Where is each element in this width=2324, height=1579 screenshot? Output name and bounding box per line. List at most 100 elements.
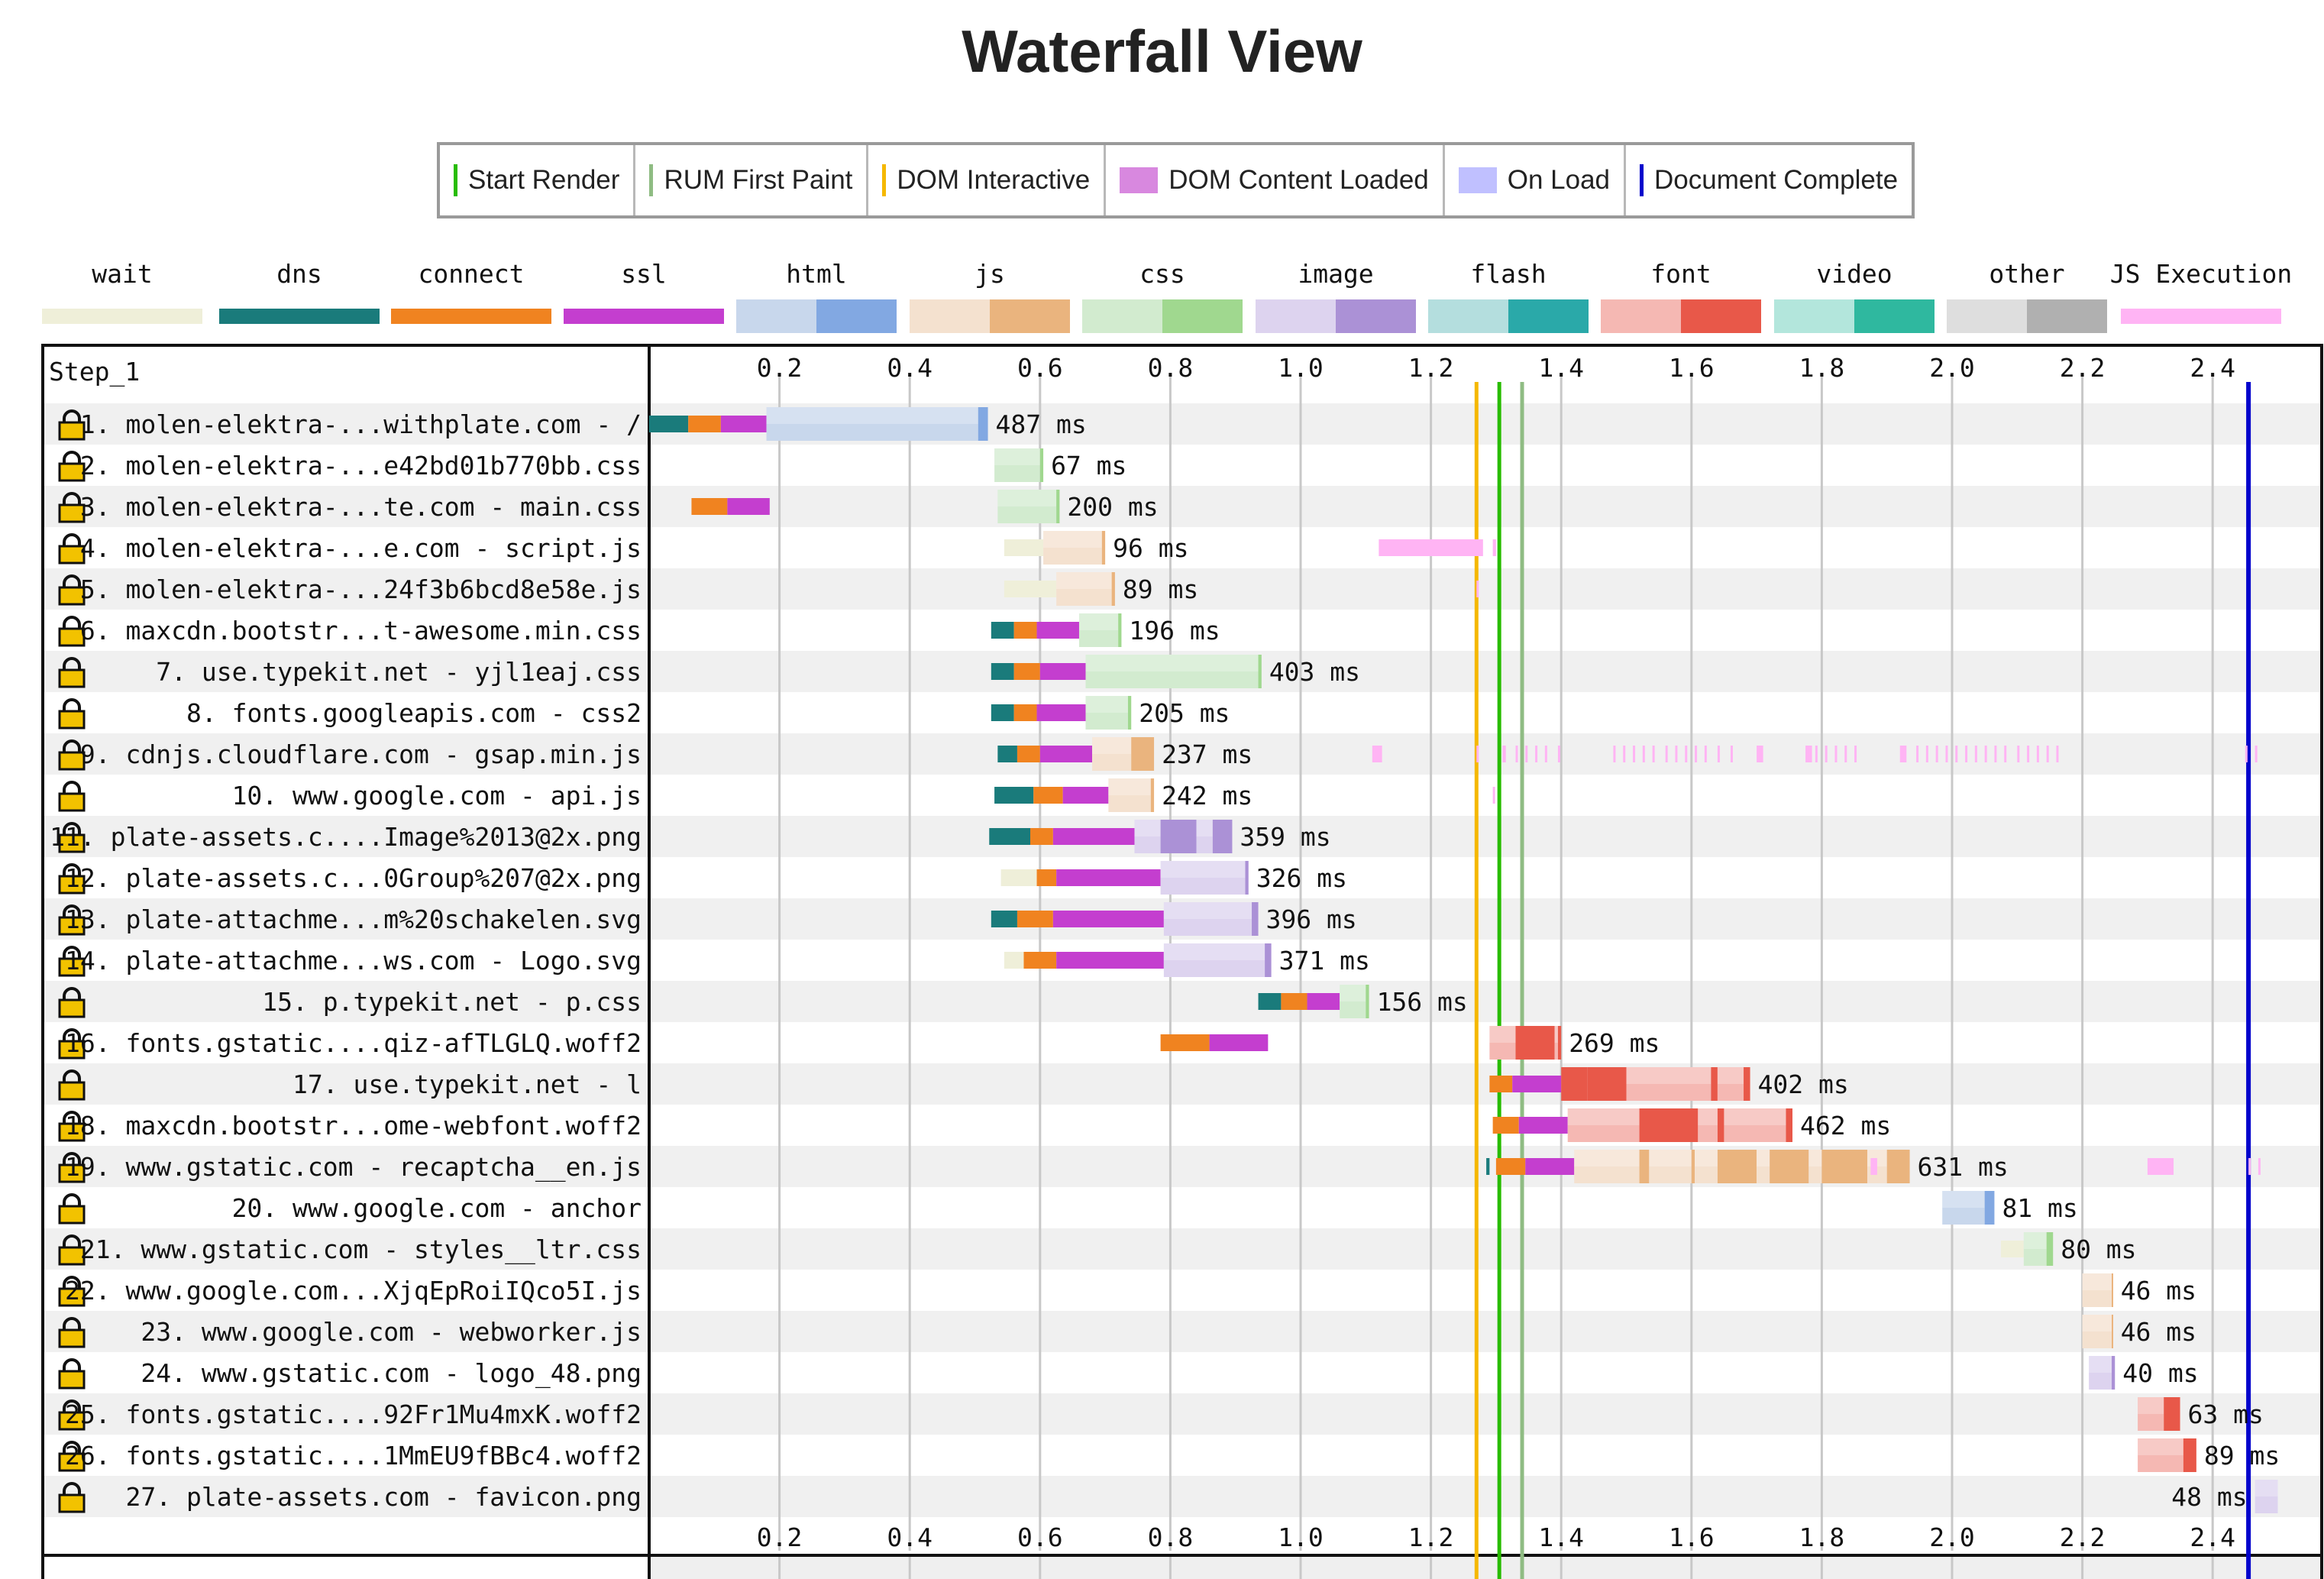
js-execution-mark — [1642, 746, 1645, 762]
type-legend-swatch — [1681, 299, 1761, 333]
bar-segment-ssl — [720, 416, 767, 432]
js-execution-mark — [2017, 746, 2020, 762]
legend-label: RUM First Paint — [664, 165, 853, 195]
bar-segment-connect — [1033, 787, 1063, 804]
bar-segment-dark — [1984, 1191, 1995, 1225]
bar-segment-connect — [1013, 704, 1037, 721]
legend-item-start-render: Start Render — [440, 145, 636, 215]
legend-swatch — [882, 164, 887, 196]
lock-icon — [63, 409, 81, 423]
type-legend-swatch — [910, 299, 990, 333]
bar-shine — [1698, 1108, 1718, 1125]
js-execution-mark — [2046, 746, 2049, 762]
js-execution-mark — [2255, 746, 2258, 762]
row-stripe — [43, 486, 2322, 527]
type-legend-label: html — [786, 259, 846, 289]
bar-segment-dark — [2111, 1273, 2113, 1307]
js-execution-mark — [1899, 746, 1907, 762]
request-label: 12. plate-assets.c...0Group%207@2x.png — [65, 863, 642, 893]
bar-shine — [1043, 531, 1102, 548]
bar-shine — [1078, 613, 1119, 630]
js-execution-mark — [1535, 746, 1538, 762]
lock-icon — [63, 1028, 81, 1042]
type-legend-swatch — [1256, 299, 1336, 333]
bar-segment-connect — [1495, 1158, 1526, 1175]
request-label: 13. plate-attachme...m%20schakelen.svg — [65, 904, 642, 934]
row-stripe — [43, 1063, 2322, 1105]
axis-tick-bottom: 1.8 — [1799, 1522, 1845, 1552]
request-duration: 81 ms — [2002, 1193, 2077, 1223]
type-legend-swatch — [42, 309, 202, 324]
request-duration: 200 ms — [1067, 492, 1158, 522]
js-execution-mark — [1825, 746, 1828, 762]
bar-shine — [1695, 1150, 1718, 1166]
bar-segment-ssl — [1052, 828, 1135, 845]
type-legend-swatch — [990, 299, 1070, 333]
bar-segment-ssl — [1036, 704, 1086, 721]
bar-segment-dark — [1039, 448, 1044, 482]
bar-shine — [2082, 1315, 2112, 1331]
request-label: 22. www.google.com...XjqEpRoiIQco5I.js — [65, 1276, 642, 1306]
bar-shine — [1757, 1150, 1770, 1166]
bar-segment-light — [1160, 861, 1246, 895]
bar-segment-dark — [1056, 490, 1060, 523]
bar-segment-light — [2138, 1397, 2164, 1431]
bar-shine — [1626, 1067, 1711, 1084]
bar-segment-dark — [1886, 1150, 1910, 1183]
lock-icon — [63, 657, 81, 671]
bar-segment-light — [2089, 1356, 2112, 1390]
lock-icon-body — [58, 1328, 86, 1348]
row-stripe — [43, 1393, 2322, 1435]
bar-segment-ssl — [1062, 787, 1109, 804]
legend-swatch — [1640, 164, 1644, 196]
bar-segment-dark — [1744, 1067, 1750, 1101]
legend-swatch — [1120, 167, 1159, 193]
lock-icon — [63, 1193, 81, 1207]
type-legend-label: ssl — [621, 259, 667, 289]
bar-segment-dns — [994, 787, 1034, 804]
js-execution-mark — [2056, 746, 2059, 762]
lock-icon — [63, 616, 81, 629]
request-label: 15. p.typekit.net - p.css — [262, 987, 642, 1017]
js-execution-mark — [1652, 746, 1655, 762]
bar-segment-dns — [991, 704, 1014, 721]
request-label: 24. www.gstatic.com - logo_48.png — [141, 1358, 642, 1389]
request-duration: 89 ms — [2204, 1441, 2280, 1471]
type-legend-swatch — [2027, 299, 2107, 333]
lock-icon-body — [58, 1411, 86, 1431]
legend-swatch — [649, 164, 654, 196]
js-execution-mark — [1476, 581, 1479, 597]
js-execution-mark — [1870, 1158, 1877, 1175]
bar-segment-light — [1108, 778, 1151, 812]
bar-segment-dns — [1486, 1158, 1490, 1175]
bar-segment-ssl — [1056, 869, 1161, 886]
legend-item-rum-first-paint: RUM First Paint — [635, 145, 869, 215]
request-duration: 462 ms — [1800, 1111, 1891, 1141]
bar-segment-connect — [1489, 1076, 1513, 1092]
request-label: 19. www.gstatic.com - recaptcha__en.js — [65, 1152, 642, 1183]
lock-icon — [63, 574, 81, 588]
request-duration: 371 ms — [1279, 946, 1370, 976]
bar-segment-dns — [989, 828, 1031, 845]
bar-segment-light — [1698, 1108, 1718, 1142]
type-legend-label: JS Execution — [2110, 259, 2292, 289]
axis-tick-top: 2.0 — [1929, 353, 1975, 383]
bar-segment-dark — [1118, 613, 1122, 647]
lock-icon — [63, 1152, 81, 1166]
js-execution-mark — [2027, 746, 2030, 762]
bar-shine — [2082, 1273, 2112, 1290]
bar-segment-connect — [1017, 746, 1040, 762]
type-legend-swatch — [1508, 299, 1589, 333]
axis-tick-bottom: 1.4 — [1538, 1522, 1584, 1552]
bar-segment-wait — [1004, 581, 1057, 597]
bar-shine — [1574, 1150, 1640, 1166]
row-stripe — [43, 733, 2322, 775]
type-legend-swatch — [736, 299, 816, 333]
type-legend-label: dns — [276, 259, 322, 289]
js-execution-mark — [1633, 746, 1636, 762]
legend-label: On Load — [1507, 165, 1611, 195]
js-execution-mark — [1675, 746, 1678, 762]
bar-shine — [997, 490, 1057, 506]
js-execution-mark — [1492, 539, 1496, 556]
